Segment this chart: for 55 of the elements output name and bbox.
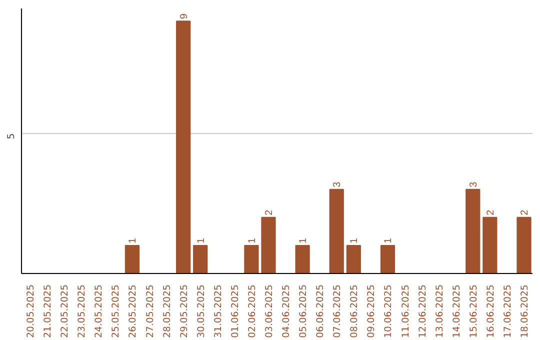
x-tick-label: 02.06.2025 (246, 284, 258, 338)
bar (466, 188, 480, 274)
x-tick-label: 08.06.2025 (349, 284, 360, 338)
data-label: 1 (246, 237, 258, 244)
x-tick-label: 30.05.2025 (196, 284, 207, 338)
bar (295, 244, 310, 274)
x-tick-label: 15.06.2025 (468, 284, 480, 338)
x-tick-label: 03.06.2025 (264, 284, 275, 338)
data-label: 2 (519, 209, 530, 216)
data-label: 1 (128, 237, 139, 244)
data-label: 2 (264, 209, 275, 216)
x-tick-label: 23.05.2025 (76, 284, 88, 338)
x-tick-label: 16.06.2025 (485, 284, 496, 338)
x-tick-label: 27.05.2025 (144, 284, 156, 338)
data-label: 1 (383, 237, 394, 244)
x-tick-label: 04.06.2025 (281, 284, 292, 338)
x-tick-label: 06.06.2025 (315, 284, 326, 338)
x-tick-label: 17.06.2025 (502, 284, 514, 338)
bar (124, 244, 140, 274)
x-tick-label: 20.05.2025 (26, 284, 37, 338)
x-tick-label: 01.06.2025 (230, 284, 241, 338)
x-tick-label: 24.05.2025 (94, 284, 105, 338)
x-tick-label: 11.06.2025 (400, 284, 412, 338)
x-tick-label: 09.06.2025 (366, 284, 378, 338)
data-label: 1 (196, 237, 207, 244)
bar (176, 20, 191, 274)
x-tick-label: 26.05.2025 (128, 284, 139, 338)
x-tick-label: 14.06.2025 (451, 284, 462, 338)
data-label: 1 (298, 237, 310, 244)
data-label: 2 (485, 209, 496, 216)
bar (261, 216, 276, 274)
bar (346, 244, 361, 274)
x-tick-label: 13.06.2025 (434, 284, 446, 338)
x-tick-label: 18.06.2025 (519, 284, 530, 338)
bar (329, 188, 344, 274)
data-label: 1 (349, 237, 360, 244)
y-tick-label: 5 (6, 133, 17, 140)
x-tick-label: 12.06.2025 (417, 284, 428, 338)
bar (193, 244, 208, 274)
x-tick-label: 25.05.2025 (110, 284, 122, 338)
x-tick-label: 07.06.2025 (332, 284, 344, 338)
data-label: 3 (468, 181, 480, 188)
bar (482, 216, 498, 274)
bar (516, 216, 532, 274)
x-tick-label: 10.06.2025 (383, 284, 394, 338)
x-tick-label: 21.05.2025 (42, 284, 54, 338)
x-tick-label: 31.05.2025 (212, 284, 224, 338)
x-tick-label: 29.05.2025 (178, 284, 190, 338)
x-tick-label: 05.06.2025 (298, 284, 310, 338)
data-label: 3 (332, 181, 344, 188)
data-label: 9 (178, 13, 190, 20)
bar (244, 244, 259, 274)
x-tick-label: 22.05.2025 (60, 284, 71, 338)
x-tick-label: 28.05.2025 (162, 284, 173, 338)
bar (380, 244, 396, 274)
